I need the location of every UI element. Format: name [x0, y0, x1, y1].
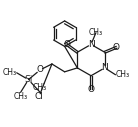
Text: CH₃: CH₃ [116, 70, 130, 79]
Text: Cl: Cl [35, 92, 44, 101]
Text: CH₃: CH₃ [3, 68, 17, 77]
Text: CH₃: CH₃ [89, 28, 103, 37]
Text: O: O [37, 65, 44, 74]
Text: O: O [63, 40, 70, 49]
Text: Si: Si [24, 75, 33, 84]
Text: N: N [88, 40, 94, 49]
Text: O: O [113, 43, 120, 52]
Text: CH₃: CH₃ [14, 92, 28, 101]
Text: CH₃: CH₃ [33, 83, 47, 92]
Text: O: O [87, 85, 95, 94]
Text: N: N [101, 63, 108, 72]
